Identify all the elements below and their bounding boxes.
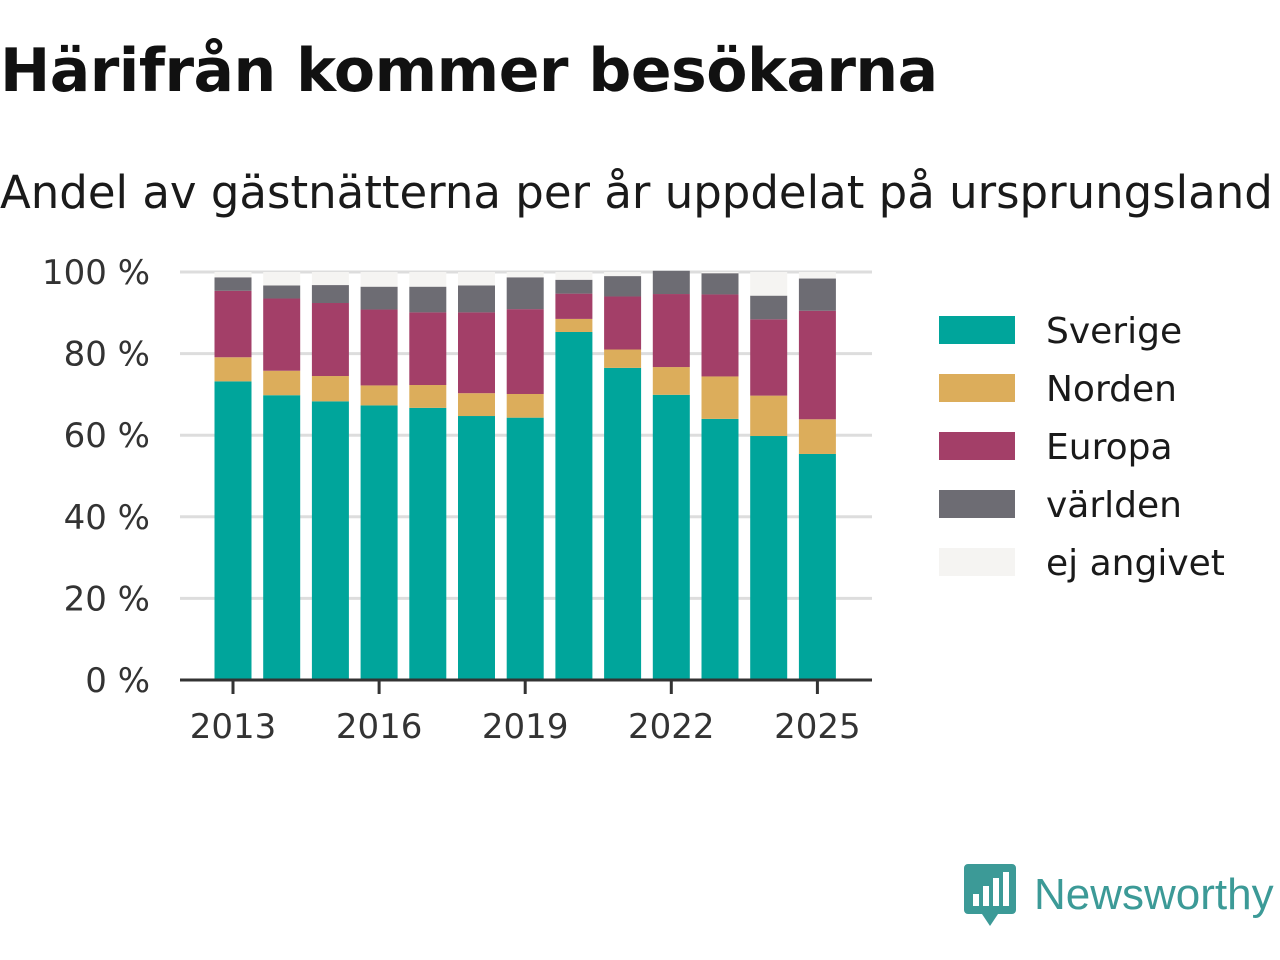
- bar-segment-Sverige: [263, 395, 301, 680]
- legend-label: världen: [1046, 485, 1182, 526]
- x-tick-label: 2022: [628, 707, 715, 747]
- bar-segment-Europa: [701, 294, 739, 377]
- bar-segment-Norden: [604, 349, 642, 368]
- bar-segment-ej-angivet: [263, 272, 301, 286]
- bar-segment-Europa: [750, 319, 788, 396]
- bar-segment-Sverige: [750, 436, 788, 680]
- bar-segment-Sverige: [798, 453, 836, 680]
- bar-segment-Sverige: [555, 331, 593, 680]
- y-tick-label: 100 %: [42, 253, 150, 293]
- bar-segment-världen: [214, 277, 252, 291]
- bar-segment-Sverige: [652, 394, 690, 680]
- bar-segment-Norden: [701, 376, 739, 419]
- bar-segment-Europa: [604, 296, 642, 350]
- bar-segment-världen: [458, 285, 495, 313]
- y-tick-label: 0 %: [85, 661, 150, 701]
- legend: Sverige Norden Europa världen ej angivet: [939, 311, 1225, 584]
- bar-segment-världen: [409, 286, 447, 313]
- bar-segment-Norden: [263, 370, 301, 396]
- legend-label: Sverige: [1046, 311, 1182, 352]
- legend-swatch: [939, 374, 1015, 402]
- x-tick-label: 2016: [336, 707, 423, 747]
- x-axis-ticks: 2013 2016 2019 2022 2025: [190, 680, 861, 747]
- bar-segment-Norden: [214, 357, 252, 382]
- bar-segment-Europa: [555, 293, 593, 319]
- legend-swatch: [939, 316, 1015, 344]
- bar-segment-Norden: [555, 318, 593, 332]
- y-tick-label: 20 %: [64, 579, 150, 619]
- bar-segment-Sverige: [409, 407, 447, 680]
- bar-segment-Norden: [458, 393, 495, 417]
- bar-segment-Norden: [360, 385, 398, 406]
- legend-swatch: [939, 490, 1015, 518]
- y-tick-label: 60 %: [64, 416, 150, 456]
- bar-segment-ej-angivet: [311, 272, 349, 286]
- bar-segment-ej-angivet: [214, 272, 252, 278]
- bar-segment-Europa: [263, 298, 301, 371]
- bar-segment-Sverige: [360, 405, 398, 680]
- bar-segment-ej-angivet: [555, 272, 593, 280]
- bar-segment-världen: [604, 276, 642, 297]
- bar-segment-ej-angivet: [506, 272, 544, 278]
- stacked-bar-chart: 0 % 20 % 40 % 60 % 80 % 100 % 2013 2016 2019 202…: [42, 253, 1225, 747]
- bar-segment-världen: [360, 286, 398, 310]
- x-tick-label: 2013: [190, 707, 277, 747]
- bar-segment-ej-angivet: [798, 272, 836, 279]
- bar-segment-Sverige: [311, 401, 349, 680]
- y-axis-ticks: 0 % 20 % 40 % 60 % 80 % 100 %: [42, 253, 150, 701]
- bar-segment-Europa: [652, 294, 690, 368]
- bar-segment-Norden: [652, 367, 690, 395]
- bar-segment-ej-angivet: [409, 272, 447, 287]
- newsworthy-logo-icon: [964, 864, 1016, 926]
- chart-subtitle: Andel av gästnätterna per år uppdelat på…: [0, 166, 1273, 219]
- bar-segment-världen: [506, 277, 544, 310]
- bar-segment-världen: [798, 278, 836, 311]
- bar-segment-Sverige: [506, 417, 544, 680]
- bar-segment-Europa: [506, 309, 544, 394]
- legend-label: Norden: [1046, 369, 1177, 410]
- bar-segment-Norden: [750, 395, 788, 437]
- bar-segment-världen: [263, 285, 301, 299]
- bar-segment-ej-angivet: [701, 272, 739, 274]
- bar-segment-Sverige: [458, 416, 495, 680]
- bar-segment-Europa: [798, 310, 836, 420]
- legend-swatch: [939, 432, 1015, 460]
- legend-label: ej angivet: [1046, 543, 1225, 584]
- bar-segment-världen: [311, 285, 349, 304]
- bar-segment-ej-angivet: [360, 272, 398, 287]
- brand-name: Newsworthy: [1034, 870, 1274, 919]
- bar-segment-Europa: [360, 309, 398, 386]
- bar-segment-Sverige: [701, 418, 739, 680]
- bar-segment-Norden: [311, 376, 349, 402]
- chart-title: Härifrån kommer besökarna: [0, 36, 938, 106]
- bar-segment-ej-angivet: [604, 272, 642, 277]
- bar-segment-Sverige: [604, 367, 642, 680]
- y-tick-label: 80 %: [64, 335, 150, 375]
- bar-segment-Europa: [311, 303, 349, 377]
- bar-segment-Europa: [409, 312, 447, 386]
- bars: [214, 270, 836, 680]
- bar-segment-Norden: [798, 419, 836, 454]
- bar-segment-världen: [750, 295, 788, 320]
- bar-segment-Norden: [409, 385, 447, 408]
- bar-segment-världen: [701, 273, 739, 295]
- bar-segment-Europa: [458, 312, 495, 394]
- bar-segment-världen: [652, 270, 690, 295]
- y-tick-label: 40 %: [64, 498, 150, 538]
- x-tick-label: 2019: [482, 707, 569, 747]
- brand-logo: Newsworthy: [964, 862, 1274, 928]
- bar-segment-ej-angivet: [458, 272, 495, 286]
- bar-segment-världen: [555, 279, 593, 294]
- bar-segment-Sverige: [214, 381, 252, 680]
- bar-segment-Norden: [506, 393, 544, 418]
- bar-segment-ej-angivet: [750, 272, 788, 296]
- x-tick-label: 2025: [774, 707, 861, 747]
- legend-swatch: [939, 548, 1015, 576]
- legend-label: Europa: [1046, 427, 1173, 468]
- bar-segment-Europa: [214, 290, 252, 358]
